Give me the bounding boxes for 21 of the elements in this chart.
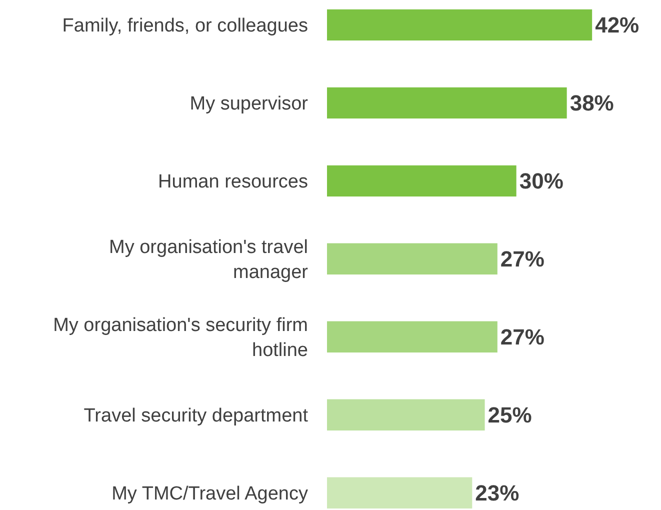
y-tick-label: My organisation's travel manager	[109, 237, 309, 283]
bar	[327, 321, 498, 352]
data-label: 38%	[570, 90, 614, 116]
data-label: 27%	[500, 324, 544, 350]
bar	[327, 477, 472, 508]
y-tick-label: My TMC/Travel Agency	[112, 483, 308, 504]
data-label: 27%	[500, 246, 544, 272]
data-label: 25%	[488, 402, 532, 428]
data-label: 23%	[475, 480, 520, 506]
data-label: 30%	[519, 168, 564, 194]
bar	[327, 165, 516, 197]
bar	[327, 9, 592, 41]
y-tick-label: Human resources	[158, 172, 308, 193]
bar	[327, 243, 498, 274]
y-tick-label: My supervisor	[190, 94, 309, 115]
y-tick-label: My organisation's security firm hotline	[53, 315, 308, 361]
bar	[327, 87, 567, 119]
data-label: 42%	[595, 12, 640, 38]
bar	[327, 399, 485, 430]
y-tick-label: Travel security department	[84, 406, 309, 427]
y-tick-label: Family, friends, or colleagues	[62, 16, 308, 37]
